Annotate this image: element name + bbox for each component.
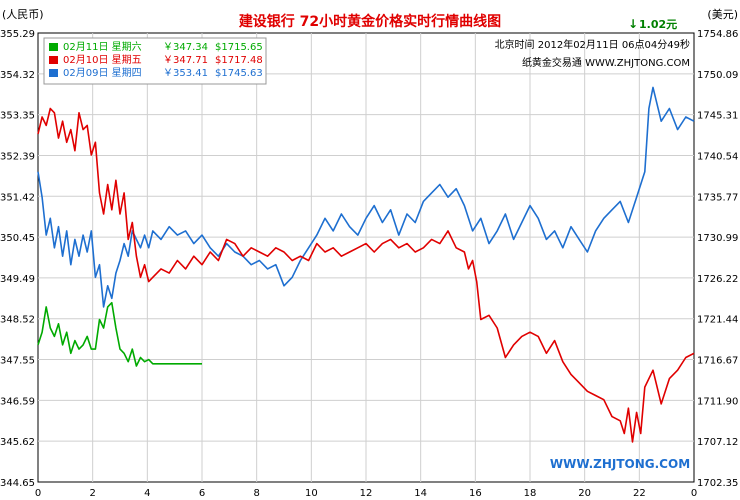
y-tick-left: 353.35 [0,111,35,122]
series-line-2 [37,86,695,308]
legend-price-cny: ￥353.41 [163,68,208,79]
y-tick-right: 1702.35 [697,478,738,489]
y-tick-right: 1754.86 [697,29,738,40]
legend-swatch [49,69,58,77]
legend-series-name: 02月10日 星期五 [63,54,142,66]
y-tick-left: 355.29 [0,29,35,40]
x-tick: 18 [524,488,537,499]
legend-price-usd: $1717.48 [215,55,263,66]
chart-title: 建设银行 72小时黄金价格实时行情曲线图 [239,13,501,30]
y-tick-left: 352.39 [0,151,35,162]
x-tick: 14 [414,488,427,499]
y-tick-right: 1707.12 [697,437,738,448]
x-tick: 0 [691,488,697,499]
legend-price-usd: $1715.65 [215,42,263,53]
down-arrow-icon: ↓ [628,17,638,31]
left-axis-unit: (人民币) [2,8,44,21]
y-tick-left: 351.42 [0,192,35,203]
legend-series-name: 02月09日 星期四 [63,67,142,79]
x-tick: 22 [633,488,646,499]
y-tick-left: 354.32 [0,70,35,81]
legend-box [43,37,267,85]
legend-series-name: 02月11日 星期六 [63,41,142,53]
x-tick: 6 [199,488,205,499]
x-tick: 16 [469,488,482,499]
legend-swatch [49,56,58,64]
y-tick-left: 349.49 [0,274,35,285]
series-line-0 [37,301,202,367]
y-tick-right: 1735.77 [697,192,738,203]
y-tick-right: 1716.67 [697,356,738,367]
right-axis-unit: (美元) [707,8,738,21]
x-tick: 2 [89,488,95,499]
y-tick-left: 347.55 [0,356,35,367]
x-tick: 20 [578,488,591,499]
y-tick-left: 348.52 [0,315,35,326]
x-tick: 8 [253,488,259,499]
y-tick-right: 1721.44 [697,315,738,326]
x-tick: 12 [360,488,373,499]
series-line-1 [37,107,695,443]
legend-price-cny: ￥347.71 [163,55,208,66]
site-info-text: 纸黄金交易通 WWW.ZHJTONG.COM [522,56,690,69]
legend-swatch [49,43,58,51]
y-tick-left: 350.45 [0,233,35,244]
x-tick: 4 [144,488,150,499]
y-tick-right: 1730.99 [697,233,738,244]
watermark-text: WWW.ZHJTONG.COM [550,457,690,471]
y-tick-left: 345.62 [0,437,35,448]
y-tick-right: 1750.09 [697,70,738,81]
y-tick-right: 1740.54 [697,151,738,162]
x-tick: 10 [305,488,318,499]
legend: 02月11日 星期六 ￥347.34 $1715.65 02月10日 星期五 ￥347.… [43,37,267,85]
legend-price-cny: ￥347.34 [163,42,208,53]
price-change: 1.02元 [639,18,677,31]
y-tick-right: 1711.90 [697,396,738,407]
timestamp-text: 北京时间 2012年02月11日 06点04分49秒 [495,38,690,51]
y-tick-right: 1745.31 [697,111,738,122]
x-tick: 0 [35,488,41,499]
y-tick-right: 1726.22 [697,274,738,285]
legend-price-usd: $1745.63 [215,68,263,79]
y-tick-left: 346.59 [0,396,35,407]
y-tick-left: 344.65 [0,478,35,489]
